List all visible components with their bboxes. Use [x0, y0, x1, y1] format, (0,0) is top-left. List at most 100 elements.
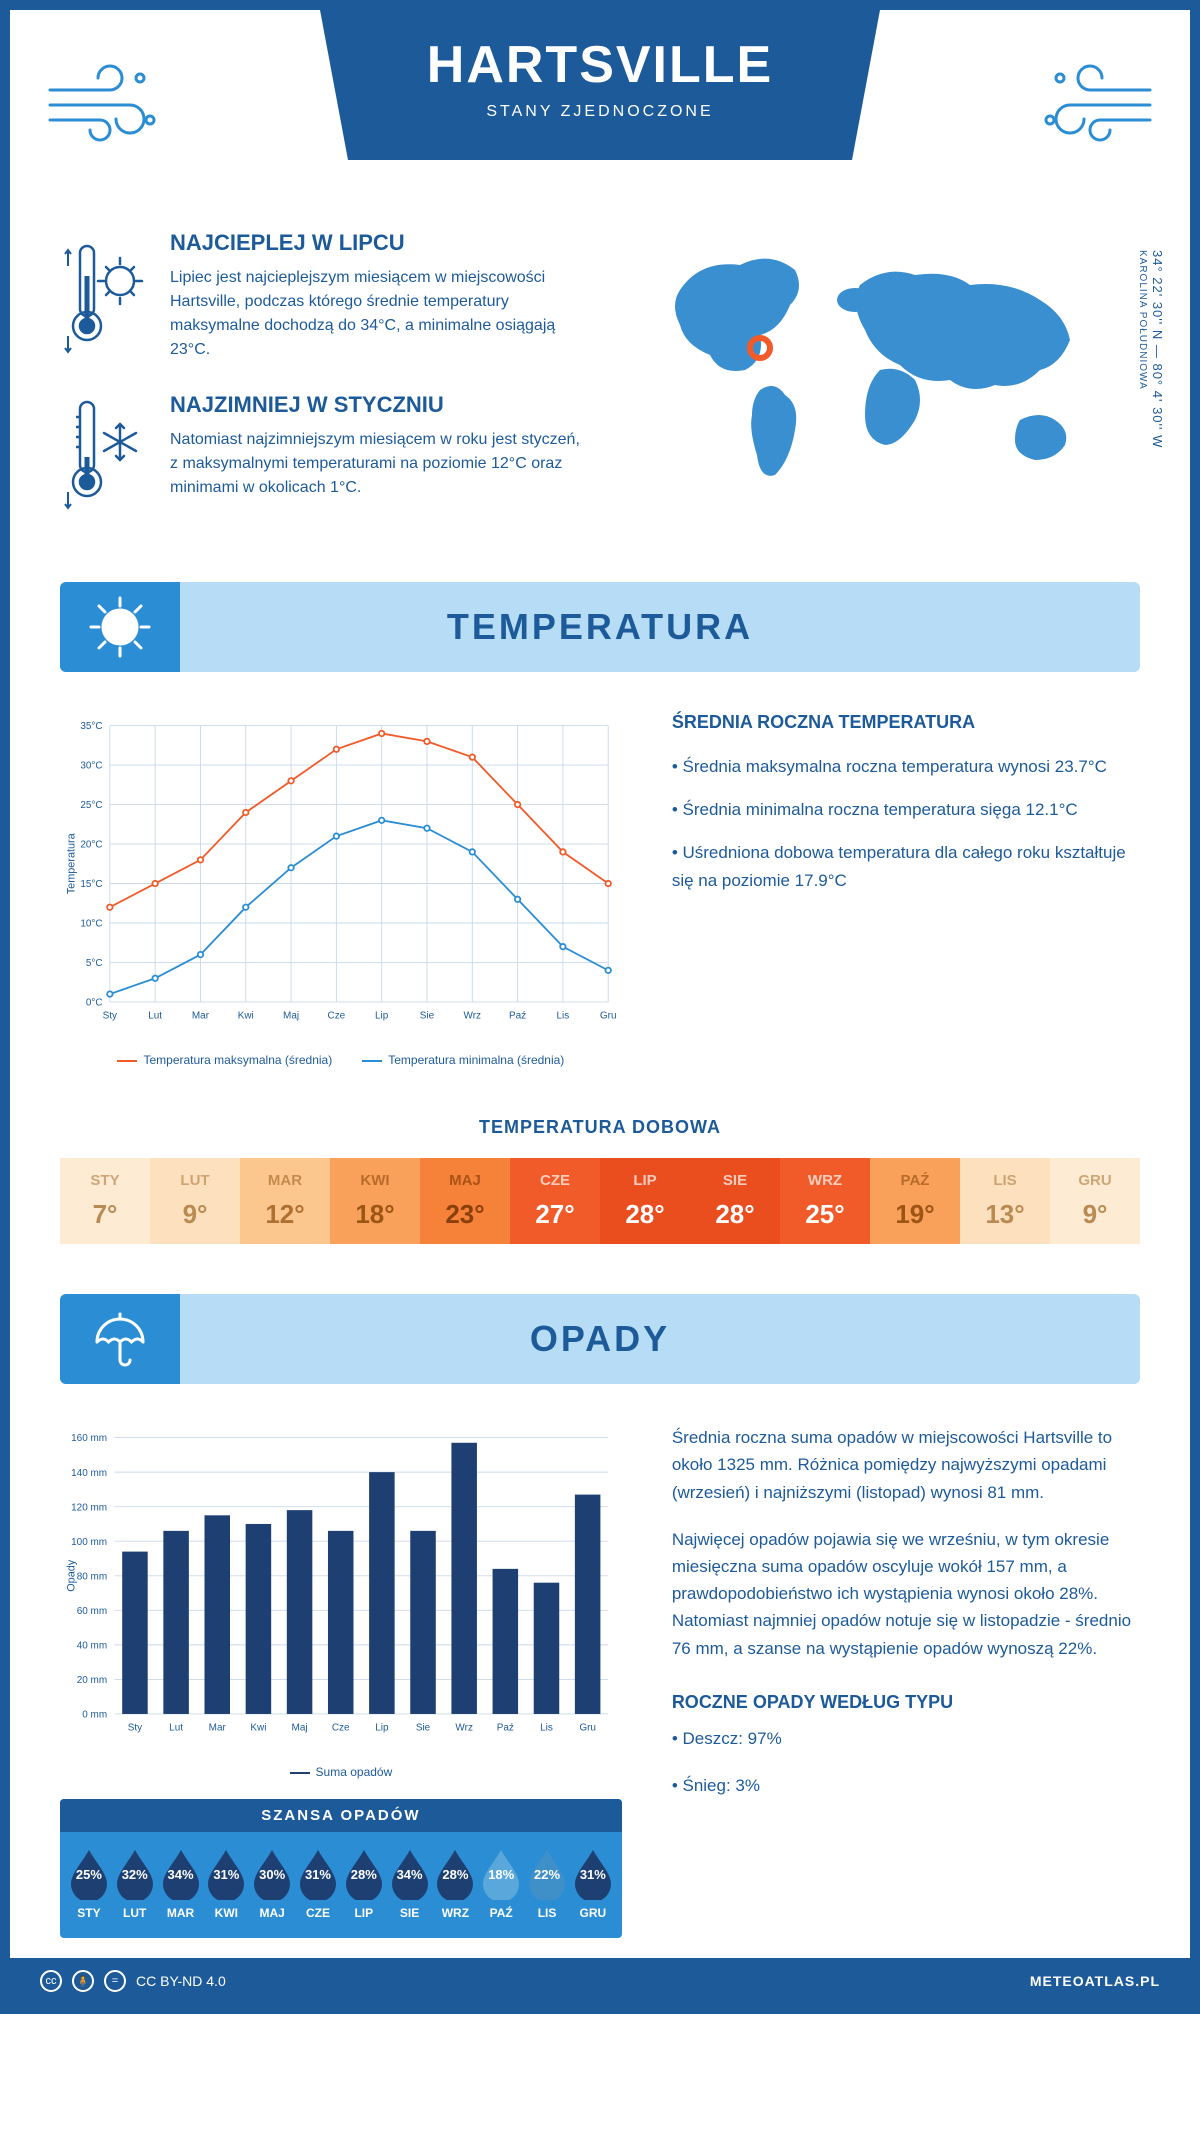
drop-item: 28%WRZ — [433, 1846, 479, 1920]
drop-item: 31%GRU — [570, 1846, 616, 1920]
country-name: STANY ZJEDNOCZONE — [320, 103, 880, 121]
drop-item: 22%LIS — [524, 1846, 570, 1920]
fact-hottest: NAJCIEPLEJ W LIPCU Lipiec jest najcieple… — [60, 230, 580, 362]
svg-text:100 mm: 100 mm — [71, 1537, 107, 1548]
svg-text:Gru: Gru — [579, 1722, 596, 1733]
svg-text:Temperatura: Temperatura — [66, 832, 78, 894]
map-column: 34° 22' 30'' N — 80° 4' 30'' W KAROLINA … — [620, 230, 1140, 542]
heat-cell: WRZ25° — [780, 1158, 870, 1244]
precip-type-bullet: • Śnieg: 3% — [672, 1772, 1140, 1799]
heat-cell: MAR12° — [240, 1158, 330, 1244]
city-name: HARTSVILLE — [320, 35, 880, 95]
svg-text:0 mm: 0 mm — [82, 1710, 107, 1721]
svg-text:Wrz: Wrz — [455, 1722, 473, 1733]
svg-text:Kwi: Kwi — [250, 1722, 266, 1733]
temperature-body: 0°C5°C10°C15°C20°C25°C30°C35°CStyLutMarK… — [10, 672, 1190, 1107]
heat-cell: MAJ23° — [420, 1158, 510, 1244]
header: HARTSVILLE STANY ZJEDNOCZONE — [10, 10, 1190, 210]
fact-cold-text: Natomiast najzimniejszym miesiącem w rok… — [170, 428, 580, 500]
wind-icon-left — [40, 50, 170, 150]
wind-icon-right — [1030, 50, 1160, 150]
fact-hot-title: NAJCIEPLEJ W LIPCU — [170, 230, 580, 256]
svg-text:35°C: 35°C — [80, 721, 102, 732]
title-banner: HARTSVILLE STANY ZJEDNOCZONE — [320, 10, 880, 160]
svg-text:60 mm: 60 mm — [77, 1606, 107, 1617]
umbrella-icon — [60, 1294, 180, 1384]
svg-text:5°C: 5°C — [86, 958, 103, 969]
svg-text:Lis: Lis — [540, 1722, 553, 1733]
svg-text:Paź: Paź — [497, 1722, 514, 1733]
svg-text:Gru: Gru — [600, 1010, 617, 1021]
sun-icon — [60, 582, 180, 672]
svg-text:Lut: Lut — [148, 1010, 162, 1021]
precipitation-chart: 0 mm20 mm40 mm60 mm80 mm100 mm120 mm140 … — [60, 1424, 622, 1750]
svg-text:Maj: Maj — [283, 1010, 299, 1021]
heat-cell: CZE27° — [510, 1158, 600, 1244]
fact-hot-text: Lipiec jest najcieplejszym miesiącem w m… — [170, 266, 580, 362]
svg-text:20 mm: 20 mm — [77, 1675, 107, 1686]
heat-cell: PAŹ19° — [870, 1158, 960, 1244]
drop-item: 25%STY — [66, 1846, 112, 1920]
coords-region: KAROLINA POŁUDNIOWA — [1137, 250, 1148, 390]
coords-text: 34° 22' 30'' N — 80° 4' 30'' W — [1150, 250, 1165, 448]
drop-item: 18%PAŹ — [478, 1846, 524, 1920]
svg-text:Mar: Mar — [192, 1010, 210, 1021]
svg-text:Cze: Cze — [332, 1722, 350, 1733]
svg-text:30°C: 30°C — [80, 761, 102, 772]
svg-text:25°C: 25°C — [80, 800, 102, 811]
heat-cell: KWI18° — [330, 1158, 420, 1244]
svg-text:Maj: Maj — [292, 1722, 308, 1733]
footer: cc 🧍 = CC BY-ND 4.0 METEOATLAS.PL — [10, 1958, 1190, 2004]
svg-text:Lip: Lip — [375, 1010, 389, 1021]
drop-item: 34%SIE — [387, 1846, 433, 1920]
heat-cell: LIP28° — [600, 1158, 690, 1244]
license-text: CC BY-ND 4.0 — [136, 1973, 226, 1989]
facts-column: NAJCIEPLEJ W LIPCU Lipiec jest najcieple… — [60, 230, 580, 542]
license: cc 🧍 = CC BY-ND 4.0 — [40, 1970, 226, 1992]
drop-item: 31%KWI — [203, 1846, 249, 1920]
page: HARTSVILLE STANY ZJEDNOCZONE — [0, 0, 1200, 2014]
svg-text:Sty: Sty — [103, 1010, 117, 1021]
temperature-info: ŚREDNIA ROCZNA TEMPERATURA • Średnia mak… — [672, 712, 1140, 1067]
fact-coldest: NAJZIMNIEJ W STYCZNIU Natomiast najzimni… — [60, 392, 580, 512]
world-map — [620, 230, 1140, 510]
temp-info-heading: ŚREDNIA ROCZNA TEMPERATURA — [672, 712, 1140, 733]
legend-bar: Suma opadów — [290, 1765, 393, 1779]
legend-min: Temperatura minimalna (średnia) — [362, 1053, 564, 1067]
svg-text:40 mm: 40 mm — [77, 1641, 107, 1652]
temperature-chart: 0°C5°C10°C15°C20°C25°C30°C35°CStyLutMarK… — [60, 712, 622, 1067]
drop-item: 32%LUT — [112, 1846, 158, 1920]
svg-text:15°C: 15°C — [80, 879, 102, 890]
svg-text:Mar: Mar — [209, 1722, 227, 1733]
thermometer-snow-icon — [60, 392, 150, 512]
precip-p2: Najwięcej opadów pojawia się we wrześniu… — [672, 1526, 1140, 1662]
temperature-section-header: TEMPERATURA — [60, 582, 1140, 672]
svg-text:Kwi: Kwi — [238, 1010, 254, 1021]
precip-type-heading: ROCZNE OPADY WEDŁUG TYPU — [672, 1692, 1140, 1713]
precipitation-body: 0 mm20 mm40 mm60 mm80 mm100 mm120 mm140 … — [10, 1384, 1190, 1958]
precip-p1: Średnia roczna suma opadów w miejscowośc… — [672, 1424, 1140, 1506]
precip-legend: Suma opadów — [60, 1765, 622, 1779]
temp-bullet: • Średnia minimalna roczna temperatura s… — [672, 796, 1140, 823]
coordinates: 34° 22' 30'' N — 80° 4' 30'' W KAROLINA … — [1135, 250, 1165, 448]
temp-bullet: • Średnia maksymalna roczna temperatura … — [672, 753, 1140, 780]
heat-cell: LIS13° — [960, 1158, 1050, 1244]
drop-item: 31%CZE — [295, 1846, 341, 1920]
drop-item: 34%MAR — [158, 1846, 204, 1920]
temp-bullet: • Uśredniona dobowa temperatura dla całe… — [672, 839, 1140, 893]
chance-title: SZANSA OPADÓW — [60, 1799, 622, 1832]
drop-item: 28%LIP — [341, 1846, 387, 1920]
precip-type-bullet: • Deszcz: 97% — [672, 1725, 1140, 1752]
precipitation-section-header: OPADY — [60, 1294, 1140, 1384]
svg-text:Sie: Sie — [420, 1010, 435, 1021]
svg-text:140 mm: 140 mm — [71, 1468, 107, 1479]
svg-text:Paź: Paź — [509, 1010, 526, 1021]
svg-text:20°C: 20°C — [80, 840, 102, 851]
svg-text:Sie: Sie — [416, 1722, 431, 1733]
fact-cold-title: NAJZIMNIEJ W STYCZNIU — [170, 392, 580, 418]
heat-cell: GRU9° — [1050, 1158, 1140, 1244]
svg-text:Lip: Lip — [375, 1722, 389, 1733]
by-icon: 🧍 — [72, 1970, 94, 1992]
precipitation-info: Średnia roczna suma opadów w miejscowośc… — [672, 1424, 1140, 1938]
svg-text:0°C: 0°C — [86, 998, 103, 1009]
